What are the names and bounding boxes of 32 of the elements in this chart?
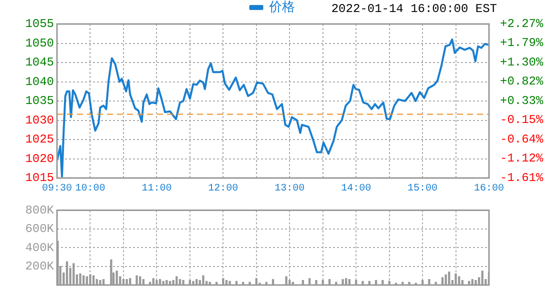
y-tick-label: 200K	[25, 259, 55, 274]
x-tick-label: 14:00	[341, 184, 372, 195]
x-tick-label: 10:00	[75, 184, 106, 195]
y2-tick-label: +2.27%	[500, 17, 544, 32]
y2-tick-label: +0.33%	[500, 94, 544, 108]
y-tick-label: 600K	[25, 222, 55, 236]
legend-label: 价格	[268, 0, 295, 15]
y-tick-label: 1050	[25, 36, 54, 50]
y-tick-label: 400K	[25, 240, 55, 255]
y-tick-label: 1015	[25, 171, 54, 186]
text: 2022-01-14 16:00:00 EST	[331, 2, 497, 16]
y-tick-label: 1025	[25, 132, 54, 147]
y-tick-label: 1040	[25, 74, 54, 89]
y-tick-label: 800K	[25, 203, 55, 218]
x-tick-label: 12:00	[208, 184, 238, 195]
y2-tick-label: -0.15%	[500, 113, 544, 128]
y-tick-label: 1030	[25, 113, 54, 128]
x-tick-label: 09:30	[42, 184, 72, 195]
y2-tick-label: -0.64%	[500, 132, 544, 147]
y2-tick-label: -1.61%	[500, 171, 544, 186]
y2-tick-label: +1.79%	[500, 36, 544, 50]
y2-tick-label: +0.82%	[500, 74, 544, 89]
x-tick-label: 15:00	[408, 184, 438, 195]
y-tick-label: 1035	[25, 94, 54, 108]
y-tick-label: 1045	[25, 56, 54, 70]
y-tick-label: 1020	[25, 152, 54, 166]
x-tick-label: 11:00	[142, 184, 172, 195]
x-tick-label: 13:00	[274, 184, 305, 195]
y-tick-label: 1055	[25, 17, 54, 32]
y2-tick-label: +1.30%	[500, 56, 544, 70]
x-tick-label: 16:00	[474, 184, 504, 195]
y2-tick-label: -1.12%	[500, 152, 544, 166]
